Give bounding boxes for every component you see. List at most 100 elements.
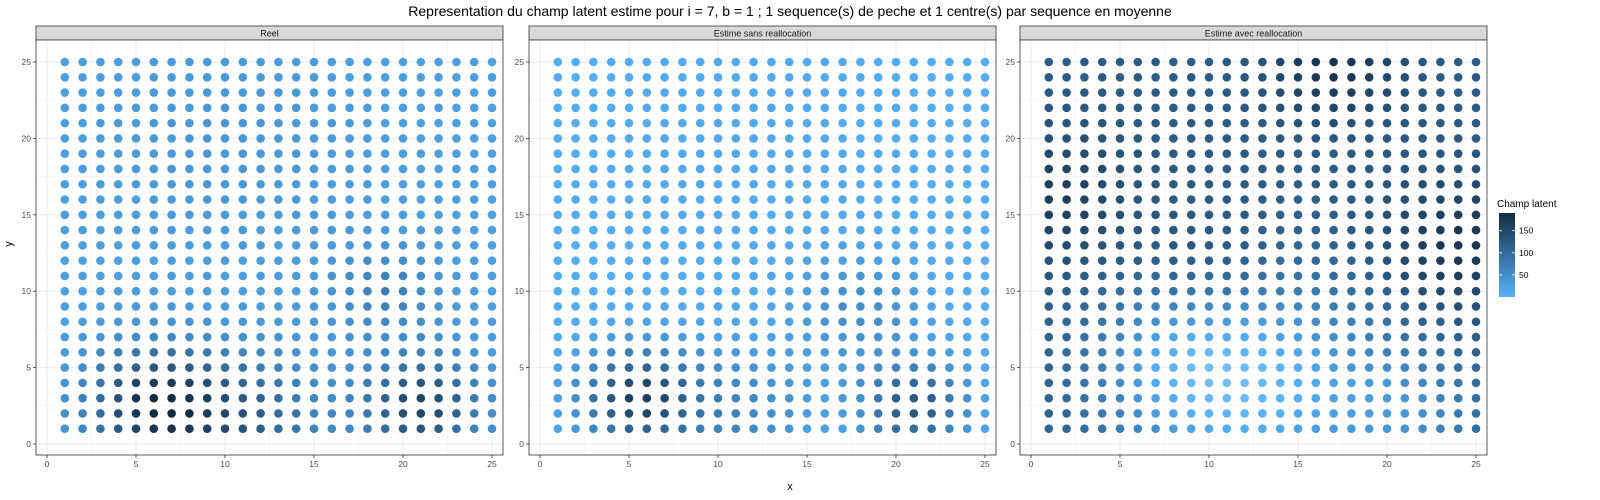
data-point — [1329, 103, 1338, 113]
data-point — [606, 179, 616, 189]
data-point — [980, 332, 990, 342]
data-point — [1418, 363, 1427, 372]
data-point — [642, 393, 652, 403]
data-point — [167, 241, 176, 250]
data-point — [380, 210, 390, 220]
data-point — [1275, 241, 1285, 250]
data-point — [927, 363, 936, 372]
data-point — [1453, 88, 1463, 97]
data-point — [962, 225, 972, 235]
data-point — [131, 348, 141, 357]
data-point — [398, 286, 408, 296]
data-point — [1115, 72, 1125, 82]
x-tick-label: 0 — [45, 459, 50, 469]
data-point — [202, 241, 212, 250]
data-point — [1347, 57, 1356, 67]
data-point — [309, 317, 319, 327]
data-point — [60, 256, 70, 265]
data-point — [363, 149, 372, 158]
data-point — [1222, 332, 1232, 342]
data-point — [202, 195, 212, 204]
data-point — [980, 195, 990, 204]
data-point — [1062, 393, 1071, 403]
data-point — [202, 88, 212, 97]
data-point — [1097, 225, 1107, 235]
data-point — [345, 424, 354, 434]
data-point — [713, 225, 723, 235]
data-point — [363, 424, 372, 434]
data-point — [1347, 134, 1356, 143]
data-point — [873, 378, 883, 388]
data-point — [927, 88, 936, 97]
data-point — [713, 88, 723, 97]
data-point — [660, 424, 669, 434]
data-point — [927, 332, 936, 342]
data-point — [469, 332, 479, 342]
x-tick-label: 15 — [1293, 459, 1303, 469]
data-point — [1080, 348, 1089, 357]
data-point — [1062, 103, 1071, 113]
data-point — [1169, 72, 1178, 82]
data-point — [713, 241, 723, 250]
data-point — [487, 409, 497, 418]
data-point — [1097, 302, 1107, 311]
data-point — [891, 302, 901, 311]
data-point — [131, 286, 141, 296]
data-point — [767, 302, 776, 311]
data-point — [713, 256, 723, 265]
data-point — [1347, 348, 1356, 357]
data-point — [1329, 302, 1338, 311]
data-point — [434, 256, 443, 265]
data-point — [767, 378, 776, 388]
data-point — [642, 179, 652, 189]
data-point — [149, 118, 159, 128]
data-point — [660, 57, 669, 67]
data-point — [469, 393, 479, 403]
data-point — [802, 302, 812, 311]
data-point — [838, 134, 847, 143]
data-point — [927, 118, 936, 128]
y-tick-label: 25 — [1006, 57, 1016, 67]
data-point — [660, 179, 669, 189]
data-point — [1204, 149, 1214, 158]
data-point — [398, 332, 408, 342]
data-point — [1382, 378, 1392, 388]
data-point — [167, 195, 176, 204]
data-point — [1382, 286, 1392, 296]
data-point — [434, 241, 443, 250]
data-point — [1382, 57, 1392, 67]
data-point — [1133, 164, 1143, 174]
data-point — [909, 103, 919, 113]
data-point — [1204, 72, 1214, 82]
data-point — [589, 225, 598, 235]
data-point — [678, 271, 687, 281]
data-point — [1453, 210, 1463, 220]
data-point — [1347, 149, 1356, 158]
data-point — [220, 72, 230, 82]
data-point — [945, 118, 954, 128]
data-point — [945, 317, 954, 327]
data-point — [274, 271, 283, 281]
data-point — [1222, 363, 1232, 372]
data-point — [363, 363, 372, 372]
data-point — [695, 195, 705, 204]
panel-border — [528, 39, 997, 456]
data-point — [642, 317, 652, 327]
data-point — [1311, 363, 1321, 372]
data-point — [856, 378, 865, 388]
data-point — [1382, 164, 1392, 174]
data-point — [398, 179, 408, 189]
data-point — [60, 286, 70, 296]
data-point — [469, 195, 479, 204]
data-point — [784, 409, 794, 418]
data-point — [345, 317, 354, 327]
data-point — [1471, 302, 1481, 311]
data-point — [345, 210, 354, 220]
data-point — [980, 302, 990, 311]
data-point — [1453, 424, 1463, 434]
data-point — [589, 88, 598, 97]
data-point — [945, 409, 954, 418]
data-point — [856, 409, 865, 418]
data-point — [60, 302, 70, 311]
data-point — [1311, 103, 1321, 113]
